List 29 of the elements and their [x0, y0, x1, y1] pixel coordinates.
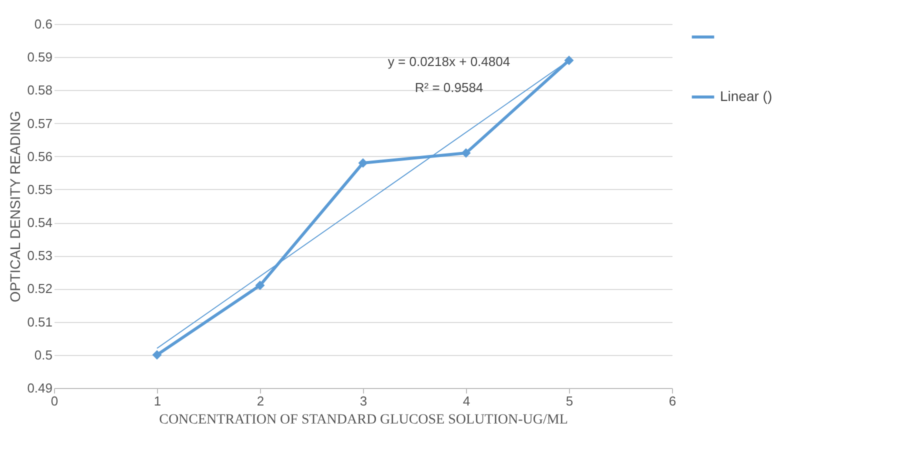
y-axis-title: OPTICAL DENSITY READING	[7, 110, 24, 302]
x-tick-label: 5	[566, 394, 574, 408]
y-tick-label: 0.57	[27, 116, 52, 131]
y-tick-label: 0.55	[27, 182, 52, 197]
point	[152, 350, 162, 360]
point	[564, 56, 574, 66]
y-tick-label: 0.51	[27, 314, 52, 330]
annotation: y = 0.0218x + 0.4804	[388, 54, 510, 69]
point	[358, 158, 368, 168]
legend-label: Linear ()	[720, 88, 772, 104]
y-tick-label: 0.49	[27, 380, 52, 396]
point	[255, 280, 265, 290]
x-tick-label: 2	[256, 394, 264, 408]
y-tick-label: 0.52	[27, 281, 52, 296]
y-tick-label: 0.54	[27, 215, 52, 230]
point	[461, 148, 471, 158]
y-tick-label: 0.6	[34, 16, 52, 32]
y-tick-label: 0.59	[27, 50, 52, 65]
y-tick-label: 0.58	[27, 82, 52, 98]
x-tick-label: 3	[360, 394, 368, 408]
annotation: R² = 0.9584	[414, 80, 484, 95]
x-tick-label: 1	[154, 394, 162, 408]
y-tick-label: 0.53	[27, 248, 52, 264]
x-tick-label: 0	[50, 394, 58, 408]
x-tick-label: 4	[462, 394, 470, 408]
x-tick-label: 6	[668, 394, 676, 408]
y-tick-label: 0.5	[34, 347, 52, 362]
x-axis-title: CONCENTRATION OF STANDARD GLUCOSE SOLUTION-UG/ML	[159, 412, 568, 428]
y-tick-label: 0.56	[27, 148, 52, 164]
